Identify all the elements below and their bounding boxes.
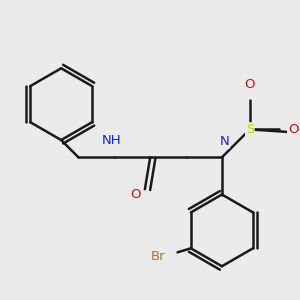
Text: O: O: [130, 188, 141, 201]
Text: NH: NH: [102, 134, 122, 147]
Text: S: S: [246, 123, 254, 136]
Text: Br: Br: [151, 250, 166, 263]
Text: O: O: [244, 78, 255, 91]
Text: O: O: [288, 123, 299, 136]
Text: N: N: [220, 135, 230, 148]
